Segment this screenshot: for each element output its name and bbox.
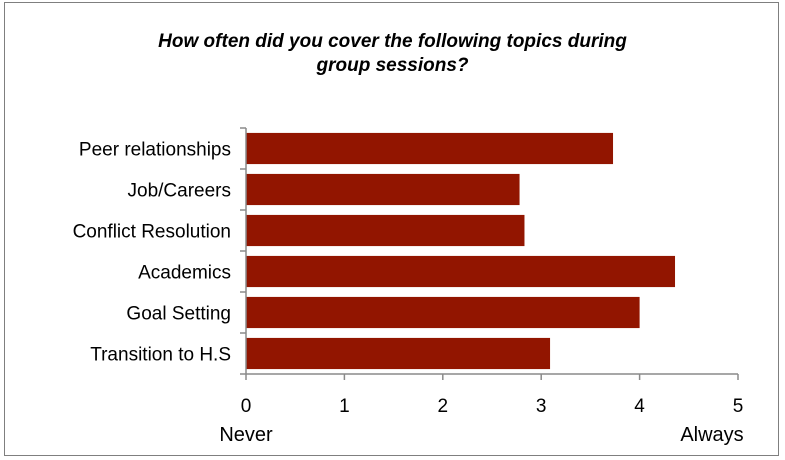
category-label: Peer relationships bbox=[79, 140, 231, 161]
bar bbox=[246, 132, 614, 165]
x-tick-label: 3 bbox=[536, 396, 547, 417]
category-label: Academics bbox=[138, 263, 231, 284]
x-tick-label: 1 bbox=[339, 396, 350, 417]
category-label: Job/Careers bbox=[128, 181, 232, 202]
chart-title-line-1: How often did you cover the following to… bbox=[158, 31, 627, 52]
category-label: Conflict Resolution bbox=[73, 222, 231, 243]
chart-title-line-2: group sessions? bbox=[316, 55, 469, 76]
x-tick-label: 4 bbox=[634, 396, 645, 417]
category-label: Transition to H.S bbox=[90, 345, 231, 366]
bar bbox=[246, 173, 520, 206]
x-axis-min-label: Never bbox=[219, 424, 273, 446]
x-axis-max-label: Always bbox=[680, 424, 743, 446]
bar bbox=[246, 337, 551, 370]
chart-title: How often did you cover the following to… bbox=[0, 30, 785, 78]
bar bbox=[246, 255, 676, 288]
bar bbox=[246, 296, 640, 329]
x-tick-label: 2 bbox=[438, 396, 449, 417]
x-tick-label: 0 bbox=[241, 396, 252, 417]
bar bbox=[246, 214, 525, 247]
category-label: Goal Setting bbox=[126, 304, 231, 325]
x-tick-label: 5 bbox=[733, 396, 744, 417]
